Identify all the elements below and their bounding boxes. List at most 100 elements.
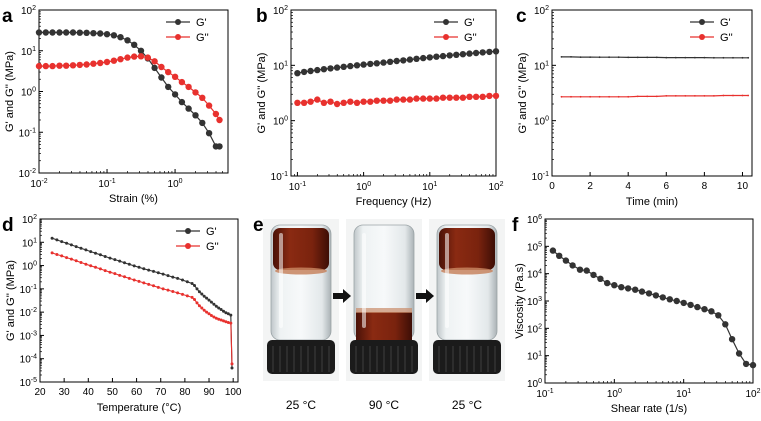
panel-label-a: a [2,6,13,27]
arrow-head [426,289,434,303]
data-point [439,52,447,60]
data-point [124,37,131,44]
panel-label-e: e [253,215,264,236]
data-point [83,61,90,68]
photo-panel-e: e 25 °C 90 °C 25 °C [253,215,505,412]
data-point [627,95,630,98]
y-tick-label-base: 10 [20,308,32,319]
data-point [197,290,201,294]
data-point [632,286,639,293]
series-line-0 [51,237,233,369]
y-tick-label-base: 10 [527,242,539,253]
data-point [193,298,196,301]
data-point [171,91,179,98]
plot-frame-c [551,9,753,177]
vial-caption-0: 25 °C [286,398,316,412]
data-point [655,95,658,98]
legend-marker-1 [443,34,449,40]
data-point [579,56,582,58]
y-tick-label-exp: 1 [538,351,542,358]
x-tick-label: 100 [356,181,371,193]
y-tick-label-exp: 0 [538,378,542,385]
y-tick-label: 10-1 [271,171,288,183]
data-point [127,262,131,266]
data-point [219,318,223,322]
legend-label-0: G' [196,17,207,29]
panel-label-b: b [256,6,268,27]
y-tick-label: 100 [534,116,549,128]
data-point [132,264,136,268]
data-point [446,52,453,59]
data-point [413,55,420,62]
data-point [94,265,97,269]
series-line-1 [51,252,233,364]
y-tick-label-exp: -5 [31,377,37,384]
data-point [89,264,93,268]
data-point [741,56,744,59]
data-point [420,95,427,102]
data-point [598,95,601,98]
y-tick-label: 102 [534,5,549,17]
y-tick-label-base: 10 [20,331,32,342]
data-point [742,360,750,368]
x-tick-label-base: 10 [98,179,110,190]
data-point [226,321,230,324]
y-tick-label-base: 10 [273,61,285,72]
data-point [74,259,78,263]
x-tick-label: 100 [225,387,242,398]
data-point [222,319,225,323]
x-tick-label: 102 [745,388,760,400]
x-tick-label-base: 10 [607,389,619,400]
legend-label-1: G'' [720,32,733,44]
y-tick-label-exp: -4 [31,354,37,361]
data-point [300,99,308,107]
x-tick-label-exp: 2 [757,388,761,395]
y-tick-label-base: 10 [21,47,33,58]
data-point [49,62,56,70]
data-point [373,97,380,104]
y-tick-label: 10-3 [20,330,37,342]
data-point [347,62,354,70]
x-tick-label-exp: 1 [687,388,691,395]
data-point [65,241,69,245]
y-tick-label: 100 [527,378,542,390]
data-point [426,95,433,102]
vial-0: 25 °C [263,219,339,412]
data-point [611,282,618,289]
vial-caption-2: 25 °C [452,398,482,412]
data-point [50,251,54,255]
data-point [400,57,407,64]
data-point [353,62,361,69]
data-point [56,29,63,36]
data-point [84,248,88,252]
y-tick-label-exp: -1 [543,171,549,178]
y-tick-label-exp: -2 [31,307,37,314]
data-point [199,119,206,127]
data-point [636,95,639,98]
data-point [666,296,673,303]
data-point [108,270,112,274]
x-tick-label-exp: 1 [433,181,437,188]
data-point [195,287,199,291]
data-point [604,279,611,287]
data-point [367,60,374,68]
y-axis-title: Viscosity (Pa.s) [514,263,526,339]
y-tick-label-exp: 2 [32,5,36,12]
y-tick-label-base: 10 [534,61,546,72]
data-point [185,105,192,112]
x-axis-title: Strain (%) [109,193,158,205]
x-tick-label-exp: -1 [547,388,553,395]
x-tick-label: 10 [737,181,749,192]
data-point [165,83,172,91]
data-point [307,67,314,75]
data-point [205,296,209,300]
y-tick-label-base: 10 [534,117,546,128]
data-point [728,336,736,343]
data-point [230,362,234,366]
data-point [219,308,223,311]
x-tick-label-base: 10 [488,182,500,193]
data-point [694,95,696,97]
x-tick-label: 6 [664,181,670,192]
data-point [193,284,196,287]
